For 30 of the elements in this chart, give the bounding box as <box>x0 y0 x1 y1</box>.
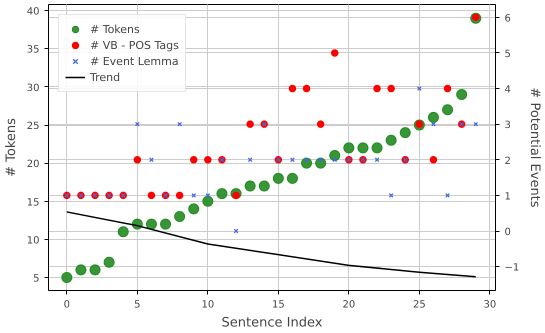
y2-tick-label: 4 <box>504 84 511 96</box>
y2-tick-label: 5 <box>504 48 511 60</box>
x-tick-label: 5 <box>134 300 141 310</box>
y2-tick-label: 0 <box>504 227 511 238</box>
y-tick-label: 35 <box>26 44 40 56</box>
x-tick-label: 0 <box>64 300 70 310</box>
y-tick-label: 5 <box>33 274 40 285</box>
x-axis-title: Sentence Index <box>222 316 323 330</box>
y-tick-label: 25 <box>26 121 40 132</box>
x-tick-label: 25 <box>412 300 426 310</box>
x-tick-label: 30 <box>483 300 496 310</box>
y2-axis-title: # Potential Events <box>527 87 542 208</box>
y2-tick-label: −1 <box>504 262 520 274</box>
x-tick-label: 20 <box>342 300 356 310</box>
y-tick-label: 20 <box>26 159 40 170</box>
y-tick-label: 10 <box>26 235 40 246</box>
x-tick-label: 15 <box>272 300 285 310</box>
y-axis-title: # Tokens <box>4 118 19 177</box>
y-tick-label: 40 <box>26 6 40 18</box>
legend-label: # Event Lemma <box>90 54 179 69</box>
x-tick-label: 10 <box>201 300 214 310</box>
y2-tick-label: 6 <box>504 13 511 24</box>
y-tick-label: 15 <box>26 197 40 208</box>
legend-label: Trend <box>90 70 120 85</box>
y2-tick-label: 1 <box>504 191 511 202</box>
legend-label: # VB - POS Tags <box>90 38 179 53</box>
legend-label: # Tokens <box>90 22 140 37</box>
y2-tick-label: 2 <box>504 156 511 167</box>
y-tick-label: 30 <box>26 82 40 94</box>
y2-tick-label: 3 <box>504 120 511 132</box>
